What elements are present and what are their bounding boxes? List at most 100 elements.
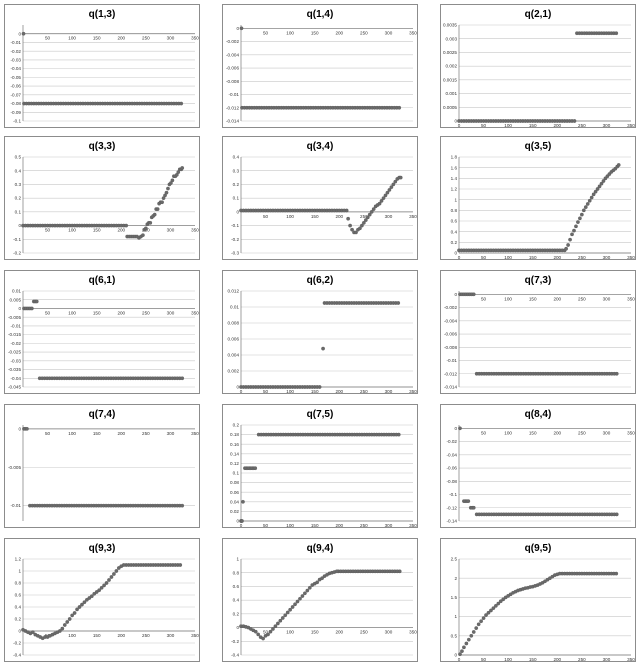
data-point xyxy=(21,31,26,36)
chart-plot: 0 -0.002 -0.004 -0.006 -0.008 -0.01 -0.012 -0.0… xyxy=(444,291,635,390)
chart-plot: 0 0.5 1 1.5 2 2.5 0 50 100 150 200 250 300 350 xyxy=(451,557,636,662)
y-tick-label: -0.012 xyxy=(444,371,457,376)
data-point xyxy=(303,591,307,596)
data-point xyxy=(471,292,476,297)
y-tick-label: 0.8 xyxy=(451,208,458,213)
data-point xyxy=(484,613,488,617)
data-point xyxy=(321,346,325,351)
x-tick-label: 50 xyxy=(263,630,269,635)
y-tick-label: -0.002 xyxy=(226,39,239,44)
y-tick-label: 1 xyxy=(454,197,457,202)
y-tick-label: 0.02 xyxy=(230,509,239,514)
data-point xyxy=(593,189,598,194)
data-point xyxy=(170,178,175,183)
data-point xyxy=(164,190,169,195)
chart-title: q(7,4) xyxy=(88,409,116,420)
y-tick-label: -0.006 xyxy=(444,332,457,337)
chart-plot: 1 0.8 0.6 0.4 0.2 0 -0.2 -0.4 50 100 150 200 250 300 3… xyxy=(231,557,417,658)
x-tick-label: 350 xyxy=(191,633,199,638)
chart-plot: 0 0.002 0.004 0.006 0.008 0.01 0.012 0 50 100 150 2… xyxy=(228,289,418,394)
x-tick-label: 350 xyxy=(191,310,199,315)
chart-panel: q(9,3)1.210.80.60.40.20-0.2-0.4501001502… xyxy=(4,538,200,662)
x-tick-label: 350 xyxy=(627,123,635,128)
data-point xyxy=(70,613,74,618)
data-point xyxy=(371,207,376,211)
x-tick-label: 300 xyxy=(167,310,175,315)
y-tick-label: 1.2 xyxy=(15,557,22,562)
y-tick-label: -0.2 xyxy=(231,237,239,242)
y-tick-label: -0.008 xyxy=(444,345,457,350)
y-tick-label: -0.045 xyxy=(8,385,21,390)
y-tick-label: -0.1 xyxy=(449,492,457,497)
y-tick-label: -0.1 xyxy=(13,237,21,242)
y-tick-label: 0 xyxy=(454,653,457,658)
y-tick-label: -0.04 xyxy=(447,452,458,457)
y-tick-label: 0.0035 xyxy=(443,23,457,28)
y-tick-label: -0.03 xyxy=(11,58,22,63)
y-tick-label: -0.002 xyxy=(444,305,457,310)
data-point xyxy=(94,590,99,594)
x-tick-label: 100 xyxy=(504,123,512,128)
data-point xyxy=(564,246,568,251)
data-point xyxy=(498,599,503,604)
x-tick-label: 300 xyxy=(167,228,175,233)
data-point xyxy=(496,601,501,606)
x-tick-label: 350 xyxy=(409,30,417,35)
y-tick-label: 1 xyxy=(18,569,21,574)
data-point xyxy=(460,649,464,654)
data-point xyxy=(116,566,121,570)
x-tick-label: 350 xyxy=(627,255,635,260)
y-tick-label: -0.09 xyxy=(11,110,22,115)
y-tick-label: -0.01 xyxy=(11,324,22,329)
data-point xyxy=(501,597,506,602)
x-tick-label: 0 xyxy=(458,123,461,128)
data-point xyxy=(344,208,349,213)
y-tick-label: 0.6 xyxy=(15,593,22,598)
data-point xyxy=(278,618,283,623)
chart-panel: q(6,2) 0 0.002 0.004 0.006 0.008 0.01 0.012 0 50 1… xyxy=(222,270,418,394)
data-point xyxy=(471,505,476,510)
x-tick-label: 250 xyxy=(578,657,586,662)
y-tick-label: -0.03 xyxy=(11,358,22,363)
y-tick-label: 0.3 xyxy=(15,182,22,187)
x-tick-label: 250 xyxy=(578,430,586,435)
x-tick-label: 100 xyxy=(286,214,294,219)
y-tick-label: 0 xyxy=(18,306,21,311)
chart-plot: 0 0.02 0.04 0.06 0.08 0.1 0.12 0.14 0.16 0.18 0.2 0… xyxy=(230,423,417,528)
data-point xyxy=(616,163,621,167)
y-tick-label: -0.014 xyxy=(444,385,457,390)
data-point xyxy=(591,192,596,197)
y-tick-label: 0.1 xyxy=(233,471,240,476)
data-point xyxy=(481,616,486,620)
data-point xyxy=(280,616,285,620)
data-point xyxy=(271,627,275,631)
x-tick-label: 300 xyxy=(167,36,175,41)
y-tick-label: 1 xyxy=(236,557,239,562)
y-tick-label: -0.01 xyxy=(229,92,240,97)
chart-title: q(6,1) xyxy=(88,275,116,286)
x-tick-label: 100 xyxy=(68,36,76,41)
data-point xyxy=(75,607,79,612)
y-tick-label: 0.008 xyxy=(228,321,240,326)
y-tick-label: 0.18 xyxy=(230,432,239,437)
data-point xyxy=(381,196,386,200)
data-point xyxy=(360,223,364,228)
data-point xyxy=(385,190,390,195)
x-tick-label: 350 xyxy=(409,389,417,394)
data-point xyxy=(474,626,479,630)
y-tick-label: 0.04 xyxy=(230,499,239,504)
y-tick-label: 0.2 xyxy=(233,611,240,616)
y-tick-label: -0.012 xyxy=(226,105,239,110)
data-point xyxy=(398,175,403,180)
data-point xyxy=(580,212,584,217)
data-point xyxy=(276,621,280,626)
y-tick-label: 0.01 xyxy=(12,289,21,294)
data-point xyxy=(241,499,245,504)
x-tick-label: 150 xyxy=(529,296,537,301)
y-tick-label: -0.4 xyxy=(13,653,21,658)
x-tick-label: 350 xyxy=(409,214,417,219)
x-tick-label: 300 xyxy=(603,430,611,435)
data-point xyxy=(587,198,592,203)
y-tick-label: -0.02 xyxy=(11,49,22,54)
data-point xyxy=(464,641,469,646)
